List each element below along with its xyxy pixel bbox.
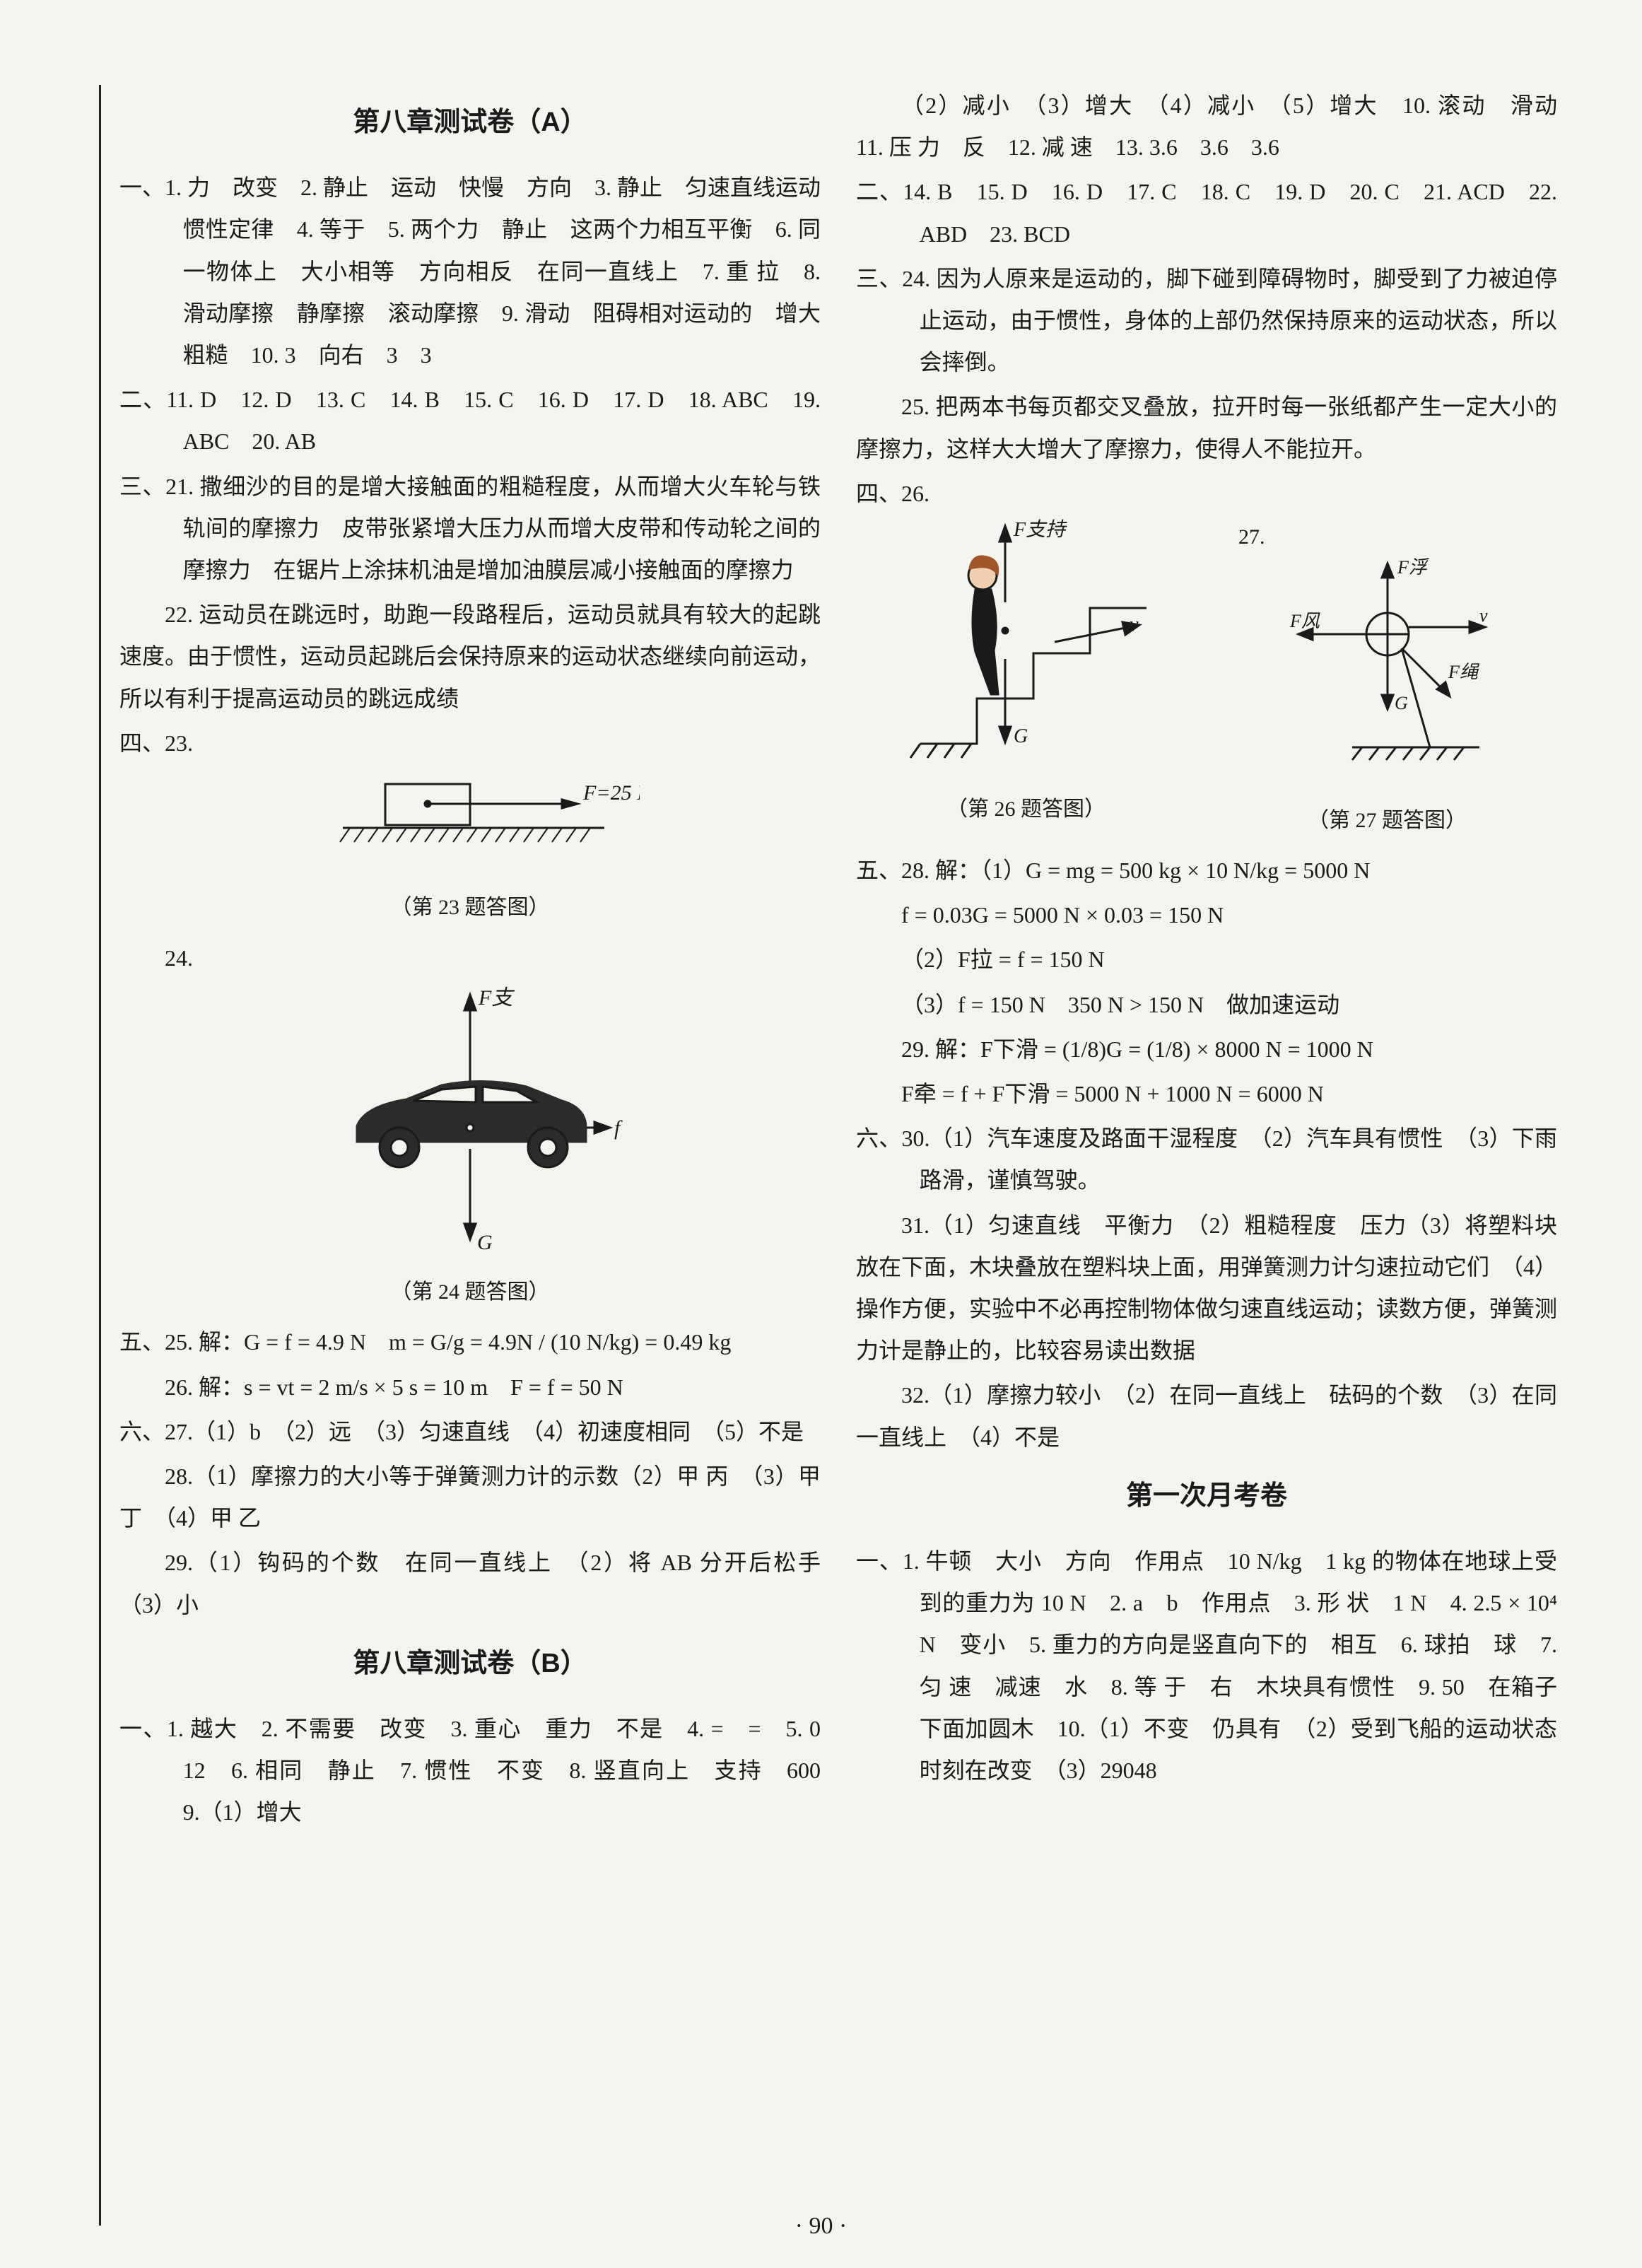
q4-label-text: 四、23. xyxy=(119,730,193,756)
fig27-wrap: 27. xyxy=(1217,518,1557,850)
r3a: 三、24. 因为人原来是运动的，脚下碰到障碍物时，脚受到了力被迫停止运动，由于惯… xyxy=(856,258,1557,384)
left-column: 第八章测试卷（A） 一、1. 力 改变 2. 静止 运动 快慢 方向 3. 静止… xyxy=(99,85,821,2226)
fig27-g: G xyxy=(1395,693,1408,713)
right-column: （2）减小 （3）增大 （4）减小 （5）增大 10. 滚动 滑动 11. 压 … xyxy=(856,85,1557,2226)
q3b-ans: 22. 运动员在跳远时，助跑一段路程后，运动员就具有较大的起跳速度。由于惯性，运… xyxy=(119,594,821,720)
b-q1: 一、1. 越大 2. 不需要 改变 3. 重心 重力 不是 4. = = 5. … xyxy=(119,1708,821,1834)
fig27-fs: F绳 xyxy=(1448,662,1480,682)
r3b: 25. 把两本书每页都交叉叠放，拉开时每一张纸都产生一定大小的摩擦力，这样大大增… xyxy=(856,386,1557,469)
fig24: F支 f G xyxy=(119,986,821,1268)
r2: 二、14. B 15. D 16. D 17. C 18. C 19. D 20… xyxy=(856,171,1557,255)
q6b: 28.（1）摩擦力的大小等于弹簧测力计的示数（2）甲 丙 （3）甲 丁 （4）甲… xyxy=(119,1456,821,1539)
r1: （2）减小 （3）增大 （4）减小 （5）增大 10. 滚动 滑动 11. 压 … xyxy=(856,85,1557,168)
fig24-caption: （第 24 题答图） xyxy=(119,1273,821,1312)
r5b: f = 0.03G = 5000 N × 0.03 = 150 N xyxy=(856,894,1557,936)
r6c: 32.（1）摩擦力较小 （2）在同一直线上 砝码的个数 （3）在同一直线上 （4… xyxy=(856,1374,1557,1458)
fig27-caption: （第 27 题答图） xyxy=(1217,801,1557,841)
r5c: （2）F拉 = f = 150 N xyxy=(856,939,1557,981)
chapter8a-title: 第八章测试卷（A） xyxy=(119,98,821,147)
q24-label: 24. xyxy=(119,937,821,979)
q3a-ans: 三、21. 撒细沙的目的是增大接触面的粗糙程度，从而增大火车轮与铁轨间的摩擦力 … xyxy=(119,466,821,592)
fig26-g: G xyxy=(1014,725,1028,747)
fig27-ff: F浮 xyxy=(1397,557,1429,578)
r5e: 29. 解：F下滑 = (1/8)G = (1/8) × 8000 N = 10… xyxy=(856,1029,1557,1070)
q5a: 五、25. 解：G = f = 4.9 N m = G/g = 4.9N / (… xyxy=(119,1321,821,1363)
fig27-fw: F风 xyxy=(1289,611,1320,631)
fig26-v: v xyxy=(1130,614,1139,636)
q5b: 26. 解：s = vt = 2 m/s × 5 s = 10 m F = f … xyxy=(119,1367,821,1408)
r6a: 六、30.（1）汽车速度及路面干湿程度 （2）汽车具有惯性 （3）下雨路滑，谨慎… xyxy=(856,1118,1557,1201)
q6: 六、27.（1）b （2）远 （3）匀速直线 （4）初速度相同 （5）不是 xyxy=(119,1411,821,1453)
month1-title: 第一次月考卷 xyxy=(856,1471,1557,1521)
r5a: 五、28. 解：（1）G = mg = 500 kg × 10 N/kg = 5… xyxy=(856,850,1557,892)
fig26-fz: F支持 xyxy=(1013,519,1067,541)
r6b: 31.（1）匀速直线 平衡力 （2）粗糙程度 压力（3）将塑料块放在下面，木块叠… xyxy=(856,1205,1557,1372)
fig27: F浮 F风 F绳 v G xyxy=(1267,556,1508,783)
fig23: F=25 N xyxy=(119,771,821,884)
fig26-wrap: O F支持 v G （第 26 题答图） xyxy=(856,518,1196,839)
q2-ans: 二、11. D 12. D 13. C 14. B 15. C 16. D 17… xyxy=(119,379,821,462)
q1-ans: 一、1. 力 改变 2. 静止 运动 快慢 方向 3. 静止 匀速直线运动 惯性… xyxy=(119,167,821,376)
fig27-v: v xyxy=(1479,605,1488,626)
fig26: O F支持 v G xyxy=(892,518,1161,772)
fig24-g: G xyxy=(477,1231,493,1254)
fig23-label: F=25 N xyxy=(582,781,640,805)
m1: 一、1. 牛顿 大小 方向 作用点 10 N/kg 1 kg 的物体在地球上受到… xyxy=(856,1541,1557,1791)
page-number: · 90 · xyxy=(0,2213,1642,2240)
r5d: （3）f = 150 N 350 N > 150 N 做加速运动 xyxy=(856,984,1557,1026)
r27-label: 27. xyxy=(1217,518,1557,557)
r5f: F牵 = f + F下滑 = 5000 N + 1000 N = 6000 N xyxy=(856,1073,1557,1115)
fig24-f: f xyxy=(614,1116,623,1140)
r4-label: 四、26. xyxy=(856,473,1557,515)
chapter8b-title: 第八章测试卷（B） xyxy=(119,1639,821,1688)
q6c: 29.（1）钩码的个数 在同一直线上 （2）将 AB 分开后松手 （3）小 xyxy=(119,1542,821,1625)
svg-text:O: O xyxy=(974,612,987,632)
fig26-caption: （第 26 题答图） xyxy=(856,790,1196,829)
fig24-fz: F支 xyxy=(478,986,515,1010)
fig23-caption: （第 23 题答图） xyxy=(119,888,821,928)
q4-label: 四、23. xyxy=(119,723,821,764)
